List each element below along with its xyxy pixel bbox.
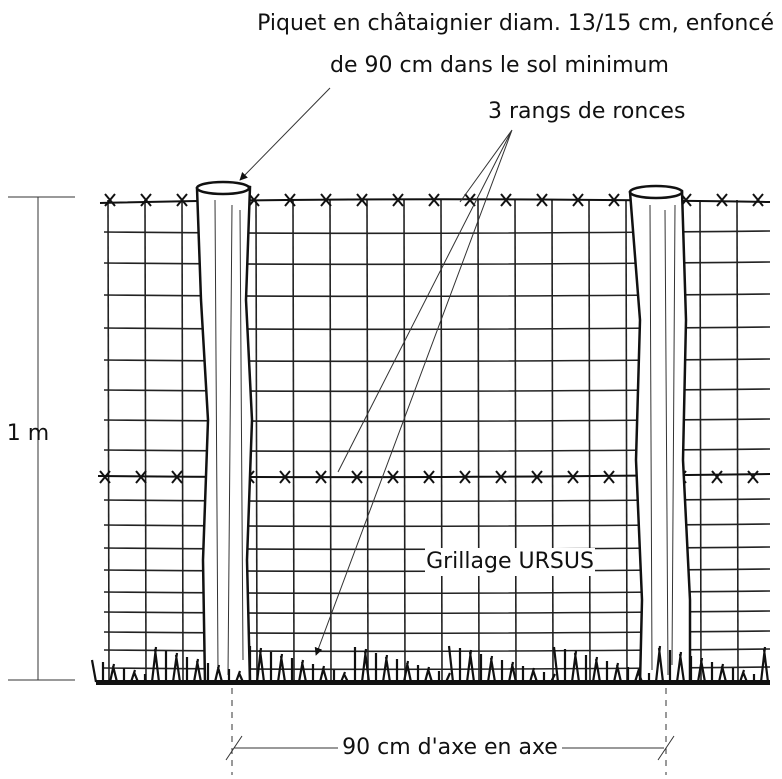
wood-grain	[649, 204, 676, 676]
mesh-vertical	[736, 199, 739, 681]
barb	[500, 193, 512, 207]
barb	[608, 193, 620, 207]
leader	[239, 87, 331, 181]
barb	[495, 470, 507, 484]
barb	[752, 193, 764, 207]
mesh-vertical	[107, 199, 110, 681]
spacing-dimension	[225, 735, 675, 761]
mesh-vertical	[477, 199, 480, 681]
post-left	[195, 182, 254, 685]
post-top	[628, 184, 684, 200]
post-label: de 90 cm dans le sol minimum	[330, 53, 669, 78]
mesh-vertical	[514, 199, 517, 681]
mesh-vertical	[440, 199, 443, 681]
spacing-label: 90 cm d'axe en axe	[342, 735, 558, 760]
barb	[464, 193, 476, 207]
mesh-vertical	[403, 199, 406, 681]
mesh-vertical	[699, 199, 702, 681]
mesh-vertical	[588, 199, 591, 681]
barb	[428, 193, 440, 207]
post-top	[195, 180, 251, 196]
post-right	[628, 186, 692, 685]
barb	[603, 470, 615, 484]
mesh-vertical	[292, 199, 295, 681]
axis-dashes	[231, 688, 667, 775]
barb	[140, 193, 152, 207]
barb	[392, 193, 404, 207]
barb	[279, 470, 291, 484]
post-label: Piquet en châtaignier diam. 13/15 cm, en…	[257, 11, 774, 36]
mesh-vertical	[144, 199, 147, 681]
ground	[96, 680, 770, 685]
leader	[316, 129, 513, 655]
mesh-vertical	[625, 199, 628, 681]
barb	[356, 193, 368, 207]
height-dimension	[8, 196, 75, 681]
height-label: 1 m	[7, 421, 49, 446]
mesh-vertical	[329, 199, 332, 681]
barb	[459, 470, 471, 484]
barb	[320, 193, 332, 207]
barb	[716, 193, 728, 207]
barb	[104, 193, 116, 207]
label-bg	[425, 548, 595, 576]
barb	[567, 470, 579, 484]
grass-blades	[90, 645, 770, 683]
barb	[171, 470, 183, 484]
barb	[536, 193, 548, 207]
mesh-vertical	[181, 199, 184, 681]
barb	[387, 470, 399, 484]
mesh-vertical	[255, 199, 258, 681]
barb	[423, 470, 435, 484]
barb	[135, 470, 147, 484]
barb	[284, 193, 296, 207]
barb	[747, 470, 759, 484]
mesh-label: Grillage URSUS	[426, 549, 594, 574]
barb	[99, 470, 111, 484]
barb	[572, 193, 584, 207]
grass	[90, 645, 770, 683]
barb	[176, 193, 188, 207]
barb	[351, 470, 363, 484]
wood-grain	[214, 199, 244, 676]
barb	[711, 470, 723, 484]
mesh-vertical	[551, 199, 554, 681]
barb	[315, 470, 327, 484]
mesh-vertical	[366, 199, 369, 681]
barb	[531, 470, 543, 484]
wires-label: 3 rangs de ronces	[488, 99, 685, 124]
